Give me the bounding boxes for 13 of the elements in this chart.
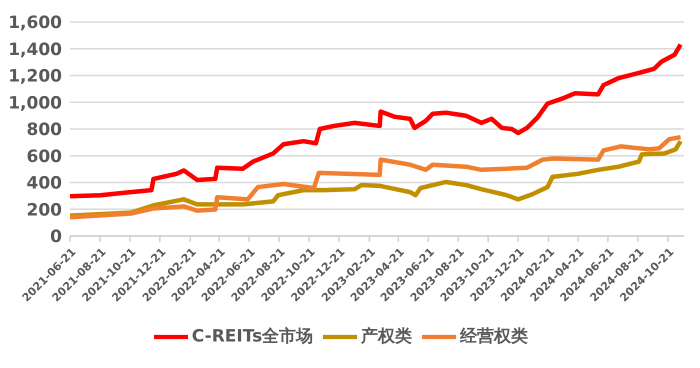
legend-label: 经营权类 xyxy=(460,326,528,347)
legend-label: 产权类 xyxy=(361,326,412,347)
line-series xyxy=(70,42,683,199)
y-tick-label: 1,000 xyxy=(8,93,62,114)
y-tick-label: 0 xyxy=(50,227,62,248)
y-tick-label: 400 xyxy=(26,174,62,194)
y-tick-label: 1,200 xyxy=(8,66,62,87)
y-tick-label: 600 xyxy=(26,146,62,167)
y-tick-label: 800 xyxy=(26,120,62,140)
y-tick-label: 1,600 xyxy=(8,13,62,34)
y-tick-label: 1,400 xyxy=(8,40,62,60)
y-tick-label: 200 xyxy=(26,200,62,220)
legend-label: C-REITs全市场 xyxy=(192,326,314,347)
